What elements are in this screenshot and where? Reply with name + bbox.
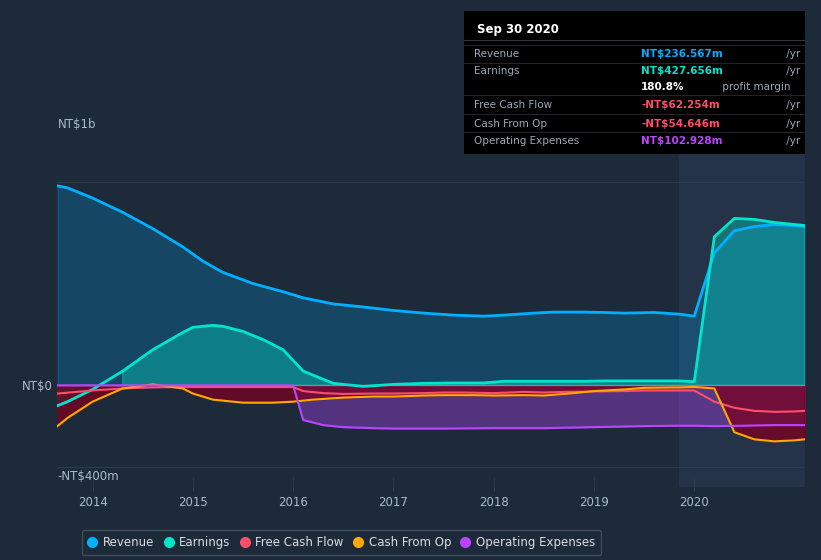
Text: NT$1b: NT$1b: [57, 118, 96, 131]
Text: Cash From Op: Cash From Op: [474, 119, 547, 129]
Text: 180.8%: 180.8%: [641, 82, 685, 92]
Text: /yr: /yr: [783, 119, 800, 129]
Text: Free Cash Flow: Free Cash Flow: [474, 100, 553, 110]
Text: Operating Expenses: Operating Expenses: [474, 136, 580, 146]
Legend: Revenue, Earnings, Free Cash Flow, Cash From Op, Operating Expenses: Revenue, Earnings, Free Cash Flow, Cash …: [82, 530, 601, 555]
Text: Earnings: Earnings: [474, 66, 520, 76]
Text: NT$427.656m: NT$427.656m: [641, 66, 723, 76]
Text: NT$236.567m: NT$236.567m: [641, 49, 722, 59]
Text: -NT$62.254m: -NT$62.254m: [641, 100, 720, 110]
Text: Revenue: Revenue: [474, 49, 519, 59]
Bar: [679, 151, 805, 487]
Text: /yr: /yr: [783, 49, 800, 59]
Text: /yr: /yr: [783, 100, 800, 110]
Text: Sep 30 2020: Sep 30 2020: [478, 22, 559, 36]
Text: profit margin: profit margin: [718, 82, 791, 92]
Text: NT$102.928m: NT$102.928m: [641, 136, 722, 146]
Text: /yr: /yr: [783, 66, 800, 76]
Text: /yr: /yr: [783, 136, 800, 146]
Text: -NT$400m: -NT$400m: [57, 470, 119, 483]
Text: -NT$54.646m: -NT$54.646m: [641, 119, 720, 129]
